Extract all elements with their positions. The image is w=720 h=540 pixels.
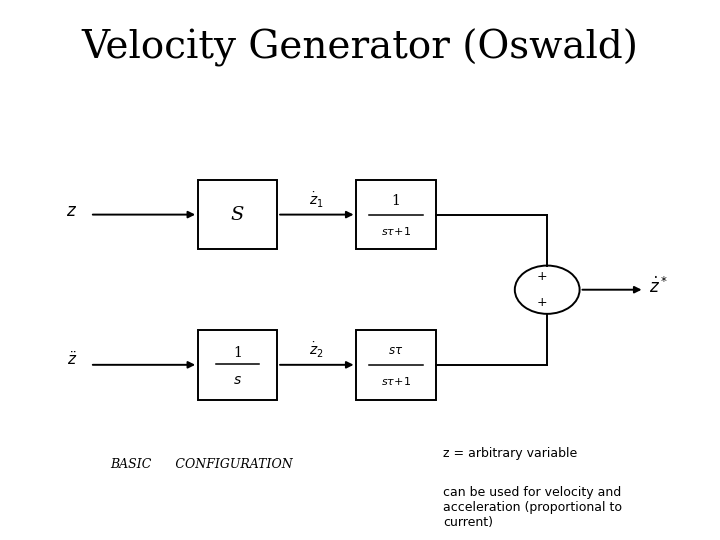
Text: $s$: $s$ bbox=[233, 373, 242, 387]
Text: $s\tau$: $s\tau$ bbox=[388, 345, 404, 357]
Text: $\dot{z}^*$: $\dot{z}^*$ bbox=[649, 277, 668, 297]
Text: 1: 1 bbox=[392, 194, 400, 208]
Text: +: + bbox=[536, 296, 546, 309]
FancyBboxPatch shape bbox=[198, 330, 277, 400]
Text: Velocity Generator (Oswald): Velocity Generator (Oswald) bbox=[81, 29, 639, 68]
Text: BASIC      CONFIGURATION: BASIC CONFIGURATION bbox=[110, 457, 293, 470]
Text: $\ddot{z}$: $\ddot{z}$ bbox=[67, 350, 77, 368]
FancyBboxPatch shape bbox=[356, 180, 436, 249]
Text: S: S bbox=[231, 206, 244, 224]
Text: z = arbitrary variable: z = arbitrary variable bbox=[443, 447, 577, 460]
Text: 1: 1 bbox=[233, 346, 242, 360]
Text: $\dot{z}_1$: $\dot{z}_1$ bbox=[310, 191, 324, 210]
FancyBboxPatch shape bbox=[198, 180, 277, 249]
FancyBboxPatch shape bbox=[356, 330, 436, 400]
Text: $s\tau\!+\!1$: $s\tau\!+\!1$ bbox=[381, 225, 411, 237]
Text: +: + bbox=[536, 270, 546, 283]
Text: $s\tau\!+\!1$: $s\tau\!+\!1$ bbox=[381, 375, 411, 387]
Text: $\mathit{z}$: $\mathit{z}$ bbox=[66, 204, 78, 220]
Text: $\dot{z}_2$: $\dot{z}_2$ bbox=[310, 341, 324, 360]
Text: can be used for velocity and
acceleration (proportional to
current): can be used for velocity and acceleratio… bbox=[443, 485, 622, 529]
